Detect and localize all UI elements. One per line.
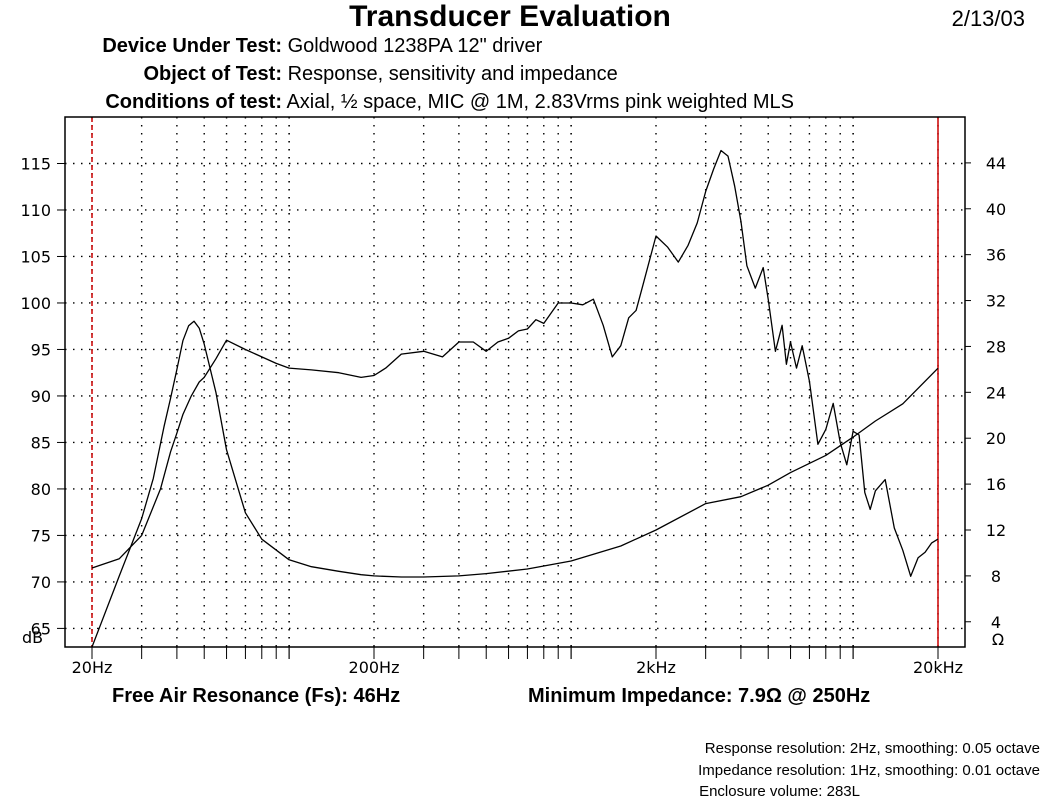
y-left-tick-label: 80 bbox=[31, 480, 51, 499]
header-device-key: Device Under Test: bbox=[102, 35, 282, 57]
y-left-tick-label: 65 bbox=[31, 619, 51, 638]
y-right-tick-label: 32 bbox=[986, 292, 1006, 311]
header-object-key: Object of Test: bbox=[143, 63, 282, 85]
header-object-value: Response, sensitivity and impedance bbox=[287, 63, 618, 85]
note-response-resolution: Response resolution: 2Hz, smoothing: 0.0… bbox=[704, 740, 1040, 757]
header-conditions-key: Conditions of test: bbox=[105, 91, 282, 113]
y-right-tick-label: 28 bbox=[986, 337, 1006, 356]
y-left-tick-label: 115 bbox=[20, 154, 51, 173]
y-right-tick-label: 16 bbox=[986, 475, 1006, 494]
x-tick-label: 200Hz bbox=[349, 658, 400, 677]
y-left-tick-label: 85 bbox=[31, 433, 51, 452]
y-right-tick-label: 44 bbox=[986, 154, 1006, 173]
plot-frame bbox=[64, 116, 966, 648]
y-left-tick-label: 110 bbox=[20, 201, 51, 220]
y-right-tick-label: 12 bbox=[986, 521, 1006, 540]
header-conditions-value: Axial, ½ space, MIC @ 1M, 2.83Vrms pink … bbox=[286, 91, 794, 113]
y-left-tick-label: 70 bbox=[31, 573, 51, 592]
response-curve bbox=[91, 149, 939, 577]
chart-title: Transducer Evaluation bbox=[349, 0, 671, 33]
x-tick-label: 2kHz bbox=[636, 658, 676, 677]
minimum-impedance: Minimum Impedance: 7.9Ω @ 250Hz bbox=[528, 685, 871, 707]
tick-labels: 65 70 75 80 85 90 95 100 105 110 115 4 8 12 16 20 24 28 32… bbox=[20, 154, 1006, 677]
y-left-tick-label: 90 bbox=[31, 387, 51, 406]
impedance-curve bbox=[91, 320, 939, 648]
y-right-tick-label: 4 bbox=[991, 613, 1001, 632]
x-tick-label: 20Hz bbox=[72, 658, 113, 677]
y-right-tick-label: 8 bbox=[991, 567, 1001, 586]
x-tick-label: 20kHz bbox=[913, 658, 963, 677]
y-left-tick-label: 100 bbox=[20, 294, 51, 313]
header-device-row: Device Under Test: Goldwood 1238PA 12" d… bbox=[0, 35, 542, 58]
note-impedance-resolution: Impedance resolution: 1Hz, smoothing: 0.… bbox=[698, 762, 1040, 779]
y-right-tick-label: 40 bbox=[986, 200, 1006, 219]
y-left-tick-label: 95 bbox=[31, 340, 51, 359]
y-left-unit-label: dB bbox=[22, 628, 43, 647]
curves bbox=[91, 149, 939, 648]
header-conditions-row: Conditions of test: Axial, ½ space, MIC … bbox=[0, 91, 794, 114]
header-object-row: Object of Test: Response, sensitivity an… bbox=[0, 63, 618, 86]
test-date: 2/13/03 bbox=[951, 6, 1025, 31]
y-right-unit-label: Ω bbox=[992, 630, 1004, 649]
free-air-resonance: Free Air Resonance (Fs): 46Hz bbox=[112, 685, 401, 707]
y-right-tick-label: 36 bbox=[986, 246, 1006, 265]
y-right-tick-label: 24 bbox=[986, 383, 1006, 402]
frequency-markers bbox=[91, 117, 939, 647]
y-left-tick-label: 75 bbox=[31, 526, 51, 545]
note-enclosure-volume: Enclosure volume: 283L bbox=[699, 783, 860, 800]
y-right-tick-label: 20 bbox=[986, 429, 1006, 448]
y-left-tick-label: 105 bbox=[20, 247, 51, 266]
header-device-value: Goldwood 1238PA 12" driver bbox=[287, 35, 543, 57]
grid-lines bbox=[57, 117, 971, 659]
